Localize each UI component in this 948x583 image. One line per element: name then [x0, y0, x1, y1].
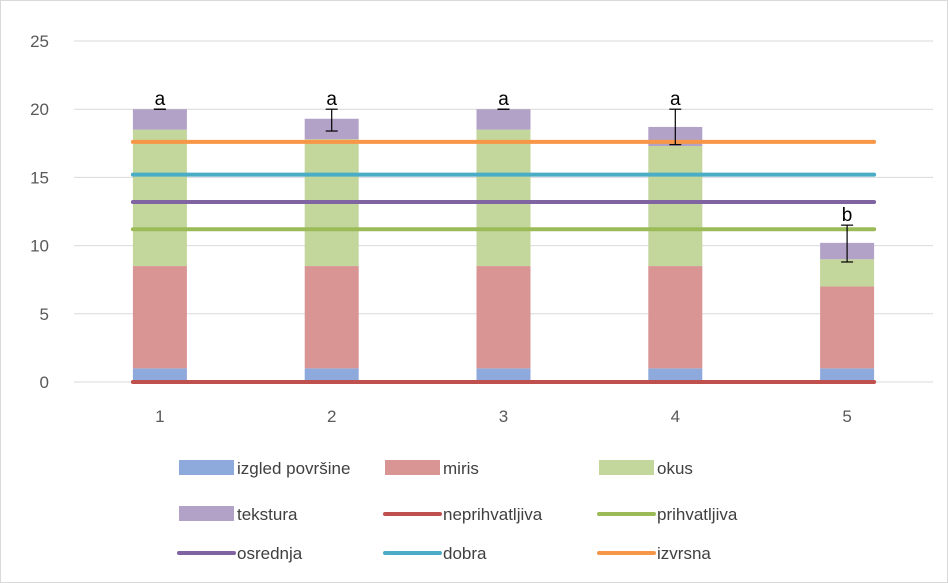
bar-segment-0 [132, 368, 187, 382]
legend-label: prihvatljiva [657, 505, 738, 524]
bar-segment-1 [648, 266, 703, 369]
bar-segment-2 [476, 129, 531, 267]
significance-label: a [155, 89, 166, 110]
y-tick-label: 15 [30, 168, 49, 187]
x-tick-label: 4 [671, 407, 680, 426]
x-tick-label: 1 [155, 407, 164, 426]
legend-label: miris [443, 459, 479, 478]
legend-label: izgled površine [237, 459, 350, 478]
y-tick-label: 20 [30, 100, 49, 119]
bar-segment-1 [820, 286, 875, 369]
legend-swatch [179, 460, 234, 475]
bar-segment-1 [304, 266, 359, 369]
significance-label: a [498, 89, 509, 110]
y-tick-label: 0 [40, 373, 49, 392]
y-tick-label: 25 [30, 32, 49, 51]
legend-swatch [179, 506, 234, 521]
y-tick-label: 10 [30, 237, 49, 256]
legend-swatch [385, 460, 440, 475]
x-tick-label: 3 [499, 407, 508, 426]
legend-label: osrednja [237, 544, 303, 563]
bar-segment-0 [820, 368, 875, 382]
legend-label: okus [657, 459, 693, 478]
bar-segment-0 [476, 368, 531, 382]
bar-segment-3 [132, 109, 187, 130]
legend-label: izvrsna [657, 544, 711, 563]
bar-segment-2 [132, 129, 187, 267]
significance-label: a [326, 89, 337, 110]
bar-segment-2 [820, 259, 875, 287]
significance-label: a [670, 89, 681, 110]
y-tick-label: 5 [40, 305, 49, 324]
legend-label: dobra [443, 544, 487, 563]
legend-label: tekstura [237, 505, 298, 524]
bar-segment-1 [132, 266, 187, 369]
bar-segment-0 [648, 368, 703, 382]
x-tick-label: 2 [327, 407, 336, 426]
bar-segment-2 [648, 146, 703, 267]
significance-label: b [842, 205, 853, 226]
bar-segment-1 [476, 266, 531, 369]
bar-segment-3 [476, 109, 531, 130]
x-tick-label: 5 [842, 407, 851, 426]
bar-segment-0 [304, 368, 359, 382]
legend-label: neprihvatljiva [443, 505, 543, 524]
legend-swatch [599, 460, 654, 475]
